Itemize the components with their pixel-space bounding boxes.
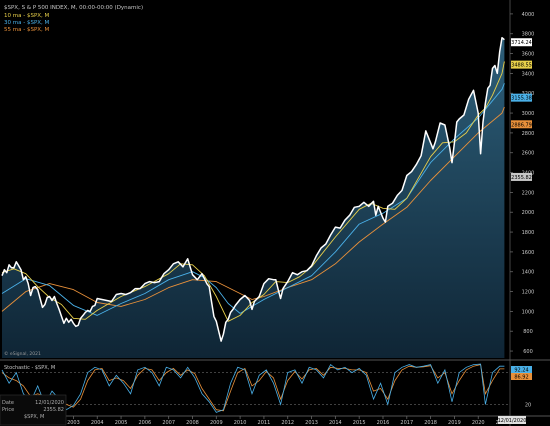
y-tick-label: 2000 (522, 210, 535, 216)
legend-entry: 55 ma - $SPX, M (4, 27, 50, 33)
price-tag-box (511, 120, 532, 129)
y-tick-label: 1800 (522, 230, 535, 236)
price-tag: 2886.79 (511, 122, 532, 128)
price-tag: 3714.24 (511, 40, 532, 46)
stoch-tag-box-2 (511, 373, 532, 380)
watermark: © eSignal, 2021 (4, 350, 41, 357)
price-area-fill (2, 37, 505, 358)
x-tick-label: 2006 (139, 420, 152, 426)
current-date-tag-box (498, 416, 526, 424)
stoch-tag-box (511, 366, 532, 373)
price-tag-box (511, 60, 532, 69)
x-tick-label: 2017 (400, 420, 413, 426)
stoch-tag: 92.24 (514, 368, 528, 374)
x-tick-label: 2014 (329, 420, 342, 426)
price-tag-box (511, 38, 532, 47)
ma30-line (1, 83, 505, 316)
x-tick-label: 2012 (281, 420, 294, 426)
x-tick-label: 2003 (67, 420, 80, 426)
cursor-info-box (0, 394, 67, 426)
x-tick-label: 2005 (115, 420, 128, 426)
y-tick-label: 1200 (522, 290, 535, 296)
y-tick-label: 2600 (522, 151, 535, 157)
y-tick-label: 1600 (522, 250, 535, 256)
x-tick-label: 2007 (162, 420, 175, 426)
cursor-symbol: $SPX, M (24, 414, 44, 420)
y-tick-label: 3000 (522, 111, 535, 117)
x-tick-label: 2009 (210, 420, 223, 426)
cursor-price-label: Price (2, 407, 14, 413)
y-tick-label: 3400 (522, 71, 535, 77)
y-tick-label: 4000 (522, 12, 535, 18)
price-tag: 3155.38 (511, 96, 532, 102)
x-tick-label: 2015 (353, 420, 366, 426)
stoch-tag-2: 86.92 (514, 375, 528, 381)
current-date-tag: 12/01/2020 (498, 418, 527, 424)
y-tick-label: 1000 (522, 309, 535, 315)
y-tick-label: 800 (523, 329, 533, 335)
x-tick-label: 2018 (424, 420, 437, 426)
ma10-line (1, 61, 505, 322)
price-tag-box (511, 93, 532, 102)
x-tick-label: 2013 (305, 420, 318, 426)
cursor-date-value: 12/01/2020 (35, 400, 64, 406)
stoch-d-line (1, 364, 505, 412)
price-line (1, 36, 505, 342)
y-tick-label: 1400 (522, 270, 535, 276)
stoch-title: Stochastic - $SPX, M (4, 365, 55, 371)
x-tick-label: 2016 (377, 420, 390, 426)
y-tick-label: 2200 (522, 190, 535, 196)
x-tick-label: 2010 (234, 420, 247, 426)
y-tick-label: 3600 (522, 52, 535, 58)
cursor-price-value: 2355.82 (43, 407, 64, 413)
x-tick-label: 2004 (91, 420, 104, 426)
legend-entry: 30 ma - $SPX, M (4, 20, 50, 26)
stoch-y-label: 20 (525, 402, 531, 408)
price-tag-box (511, 172, 532, 181)
x-tick-label: 2020 (472, 420, 485, 426)
x-tick-label: 2019 (448, 420, 461, 426)
legend-entry: 10 ma - $SPX, M (4, 13, 50, 19)
y-tick-label: 600 (523, 349, 533, 355)
price-tag: 2355.82 (511, 175, 532, 181)
x-tick-label: 2011 (258, 420, 271, 426)
y-tick-label: 2800 (522, 131, 535, 137)
cursor-date-label: Date (2, 400, 14, 406)
stoch-k-line (1, 363, 505, 413)
y-tick-label: 3800 (522, 32, 535, 38)
chart-title: $SPX, S & P 500 INDEX, M, 00:00-00:00 (D… (4, 5, 143, 11)
price-tag: 3488.55 (511, 63, 532, 69)
x-tick-label: 2008 (186, 420, 199, 426)
